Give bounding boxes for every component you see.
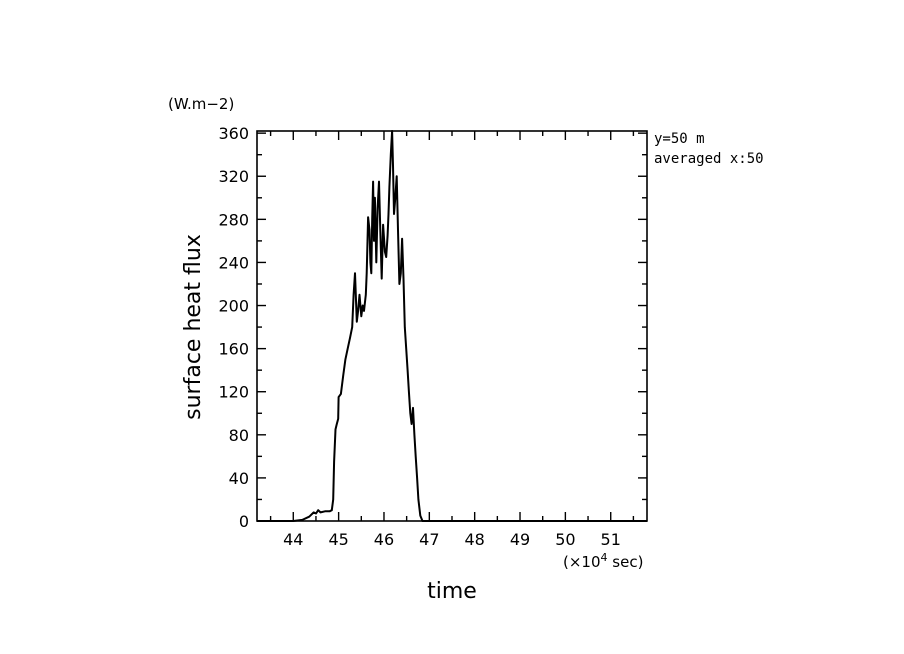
x-tick-label: 50 (555, 530, 575, 549)
x-tick-label: 48 (464, 530, 484, 549)
x-axis-title: time (427, 579, 477, 604)
y-tick-label: 280 (218, 210, 249, 229)
x-tick-label: 51 (601, 530, 621, 549)
y-tick-label: 200 (218, 297, 249, 316)
x-unit-prefix: (×10 (563, 553, 601, 571)
tick-group (257, 131, 647, 522)
plot-frame (256, 130, 648, 522)
annotation-clip-mask (777, 148, 817, 170)
y-tick-label: 160 (218, 340, 249, 359)
annotation-line-2: averaged x:50 (654, 151, 764, 167)
y-tick-label: 240 (218, 253, 249, 272)
y-axis-title: surface heat flux (181, 234, 206, 420)
y-tick-label: 320 (218, 167, 249, 186)
tick-label-group: 44 45 46 47 48 49 50 51 0 40 80 120 160 200 240 280 320 3… (218, 124, 620, 549)
annotation-line-1: y=50 m (654, 131, 705, 147)
x-tick-label: 44 (283, 530, 303, 549)
y-unit-label: (W.m−2) (168, 95, 234, 113)
y-tick-label: 40 (229, 469, 249, 488)
y-tick-label: 80 (229, 426, 249, 445)
x-tick-label: 47 (419, 530, 439, 549)
x-unit-exponent: 4 (601, 551, 608, 564)
x-unit-label: (×104 sec) (563, 551, 643, 571)
series-line (257, 130, 647, 522)
x-tick-label: 45 (328, 530, 348, 549)
x-tick-label: 49 (510, 530, 530, 549)
x-unit-suffix: sec) (608, 553, 644, 571)
y-tick-label: 360 (218, 124, 249, 143)
y-tick-label: 120 (218, 383, 249, 402)
y-tick-label: 0 (239, 512, 249, 531)
x-tick-label: 46 (374, 530, 394, 549)
